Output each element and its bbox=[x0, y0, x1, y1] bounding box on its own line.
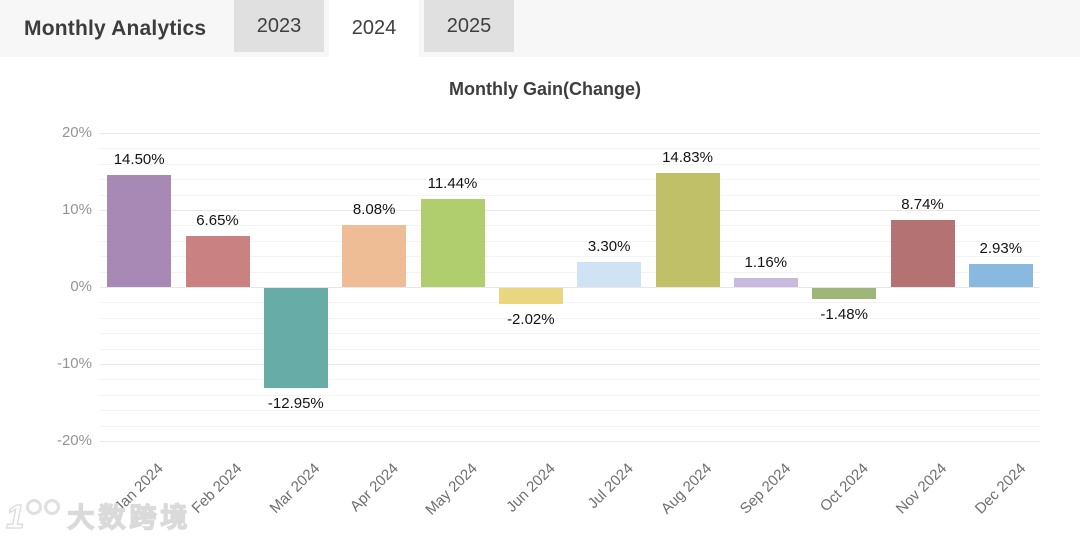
tab-2024[interactable]: 2024 bbox=[329, 0, 419, 57]
bar-jan-2024[interactable] bbox=[107, 175, 172, 288]
gridline-minor bbox=[100, 425, 1040, 427]
gridline-minor bbox=[100, 348, 1040, 350]
tab-2023[interactable]: 2023 bbox=[234, 0, 324, 52]
gridline-major bbox=[100, 441, 1040, 442]
bar-sep-2024[interactable] bbox=[733, 278, 798, 288]
x-axis-label-jan-2024: Jan 2024 bbox=[111, 460, 168, 516]
x-axis-label-sep-2024: Sep 2024 bbox=[736, 460, 794, 518]
gridline-minor bbox=[100, 163, 1040, 165]
bar-jun-2024[interactable] bbox=[498, 288, 563, 304]
gridline-major bbox=[100, 133, 1040, 134]
x-axis-label-oct-2024: Oct 2024 bbox=[817, 460, 873, 516]
chart-title: Monthly Gain(Change) bbox=[449, 79, 641, 99]
y-axis-label: 10% bbox=[61, 201, 92, 218]
bar-oct-2024[interactable] bbox=[812, 288, 877, 299]
gridline-minor bbox=[100, 379, 1040, 381]
x-axis-label-mar-2024: Mar 2024 bbox=[267, 460, 324, 517]
value-label-may-2024: 11.44% bbox=[427, 174, 478, 192]
bar-dec-2024[interactable] bbox=[968, 264, 1033, 288]
x-axis-label-nov-2024: Nov 2024 bbox=[893, 460, 951, 518]
gridline-major bbox=[100, 210, 1040, 211]
watermark-logo-icon: 1 bbox=[5, 498, 61, 533]
gridline-minor bbox=[100, 256, 1040, 258]
value-label-aug-2024: 14.83% bbox=[662, 148, 713, 166]
value-label-jul-2024: 3.30% bbox=[587, 237, 631, 255]
y-axis-label: 0% bbox=[70, 278, 92, 295]
value-label-apr-2024: 8.08% bbox=[352, 200, 396, 218]
gridline-minor bbox=[100, 179, 1040, 181]
year-tabs: 2023 2024 2025 bbox=[234, 0, 519, 57]
x-axis-label-apr-2024: Apr 2024 bbox=[347, 460, 403, 516]
gridline-major bbox=[100, 364, 1040, 365]
gridline-minor bbox=[100, 394, 1040, 396]
x-axis-label-aug-2024: Aug 2024 bbox=[658, 460, 716, 518]
y-axis-label: -10% bbox=[56, 355, 92, 372]
gridline-minor bbox=[100, 317, 1040, 319]
x-axis-label-dec-2024: Dec 2024 bbox=[971, 460, 1029, 518]
bar-feb-2024[interactable] bbox=[185, 235, 250, 287]
value-label-mar-2024: -12.95% bbox=[267, 395, 324, 412]
value-label-jun-2024: -2.02% bbox=[507, 311, 555, 328]
bar-mar-2024[interactable] bbox=[263, 288, 328, 388]
value-label-jan-2024: 14.50% bbox=[113, 151, 165, 169]
watermark: 1 大数跨境 bbox=[5, 496, 191, 535]
bar-may-2024[interactable] bbox=[420, 198, 485, 287]
bar-aug-2024[interactable] bbox=[655, 172, 720, 287]
bar-nov-2024[interactable] bbox=[890, 219, 955, 287]
header-bar: Monthly Analytics 2023 2024 2025 bbox=[0, 0, 1080, 57]
x-axis-label-may-2024: May 2024 bbox=[421, 460, 481, 519]
gridline-minor bbox=[100, 225, 1040, 227]
value-label-feb-2024: 6.65% bbox=[196, 211, 239, 229]
gridline-minor bbox=[100, 148, 1040, 150]
value-label-dec-2024: 2.93% bbox=[979, 240, 1023, 258]
gridline-minor bbox=[100, 240, 1040, 242]
gridline-major bbox=[100, 287, 1040, 288]
tab-2025[interactable]: 2025 bbox=[424, 0, 514, 52]
y-axis-label: -20% bbox=[56, 432, 92, 449]
value-label-sep-2024: 1.16% bbox=[744, 254, 788, 272]
gridline-minor bbox=[100, 333, 1040, 335]
page-title: Monthly Analytics bbox=[24, 17, 207, 40]
gridline-minor bbox=[100, 302, 1040, 304]
x-axis-label-jun-2024: Jun 2024 bbox=[503, 460, 559, 516]
value-label-oct-2024: -1.48% bbox=[820, 306, 868, 323]
gridline-minor bbox=[100, 271, 1040, 273]
bar-jul-2024[interactable] bbox=[577, 261, 642, 287]
y-axis-label: 20% bbox=[61, 124, 92, 141]
gridline-minor bbox=[100, 194, 1040, 196]
value-label-nov-2024: 8.74% bbox=[901, 195, 944, 213]
x-axis-label-jul-2024: Jul 2024 bbox=[585, 460, 638, 513]
gridline-minor bbox=[100, 410, 1040, 412]
x-axis-label-feb-2024: Feb 2024 bbox=[188, 460, 246, 517]
bar-apr-2024[interactable] bbox=[342, 224, 407, 287]
